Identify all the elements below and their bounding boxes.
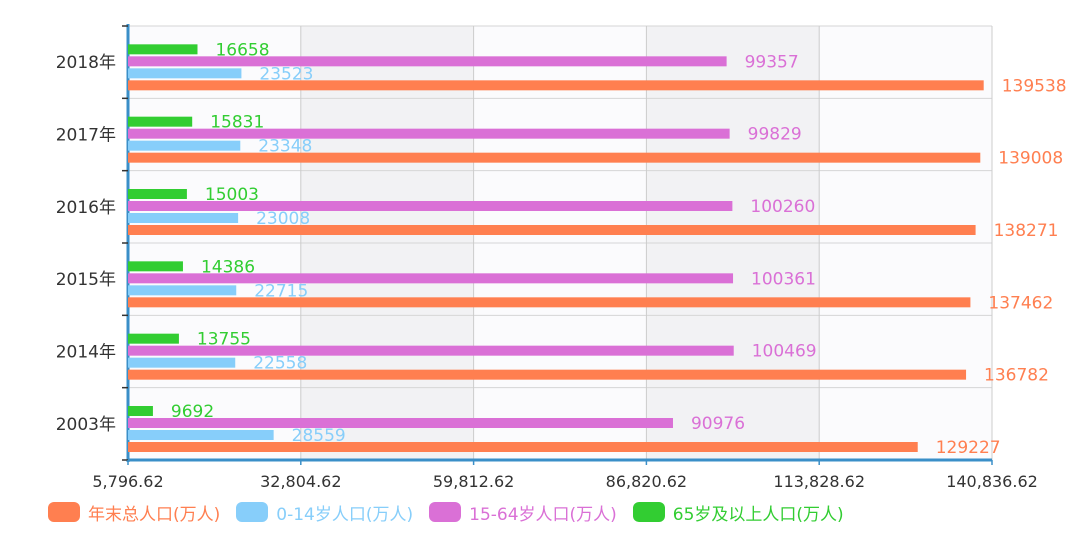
data-label: 13755 — [197, 330, 251, 350]
bar — [128, 357, 236, 368]
y-tick-label: 2016年 — [56, 198, 116, 218]
data-label: 139008 — [998, 149, 1063, 169]
bar — [128, 189, 187, 199]
x-tick-label: 113,828.62 — [773, 472, 865, 491]
legend-swatch — [48, 502, 80, 522]
data-label: 28559 — [292, 426, 346, 446]
bar — [128, 68, 242, 79]
x-tick-label: 5,796.62 — [92, 472, 163, 491]
bar — [128, 152, 981, 163]
bar — [128, 213, 239, 223]
bar — [128, 333, 179, 344]
y-tick-label: 2015年 — [56, 270, 116, 290]
legend-label: 15-64岁人口(万人) — [469, 504, 617, 525]
bar — [128, 261, 183, 272]
bar — [128, 285, 237, 296]
legend-label: 0-14岁人口(万人) — [276, 504, 414, 525]
y-tick-label: 2018年 — [56, 53, 116, 73]
data-label: 99357 — [745, 52, 799, 72]
legend-swatch — [236, 502, 269, 522]
data-label: 99829 — [748, 125, 802, 145]
data-label: 23348 — [258, 137, 312, 157]
data-label: 23523 — [259, 64, 313, 84]
legend-item[interactable]: 65岁及以上人口(万人) — [632, 500, 844, 525]
x-tick-label: 86,820.62 — [606, 472, 687, 491]
data-label: 139538 — [1002, 76, 1067, 96]
legend-swatch — [632, 502, 665, 522]
bar — [128, 442, 918, 452]
data-label: 23008 — [256, 209, 310, 229]
y-tick-label: 2014年 — [56, 343, 116, 363]
bar — [128, 128, 730, 139]
bar — [128, 406, 153, 416]
data-label: 100260 — [750, 197, 815, 217]
bar — [128, 116, 193, 127]
x-tick-label: 32,804.62 — [260, 472, 341, 491]
legend-label: 年末总人口(万人) — [88, 504, 221, 525]
data-label: 129227 — [936, 438, 1001, 458]
bar — [128, 418, 673, 428]
bar — [128, 225, 976, 235]
data-label: 9692 — [171, 402, 214, 422]
bar — [128, 44, 198, 55]
bar — [128, 345, 734, 356]
data-label: 137462 — [988, 293, 1053, 313]
legend: 年末总人口(万人) 0-14岁人口(万人) 15-64岁人口(万人) 65岁及以上人口… — [48, 498, 844, 526]
x-tick-label: 59,812.62 — [433, 472, 514, 491]
legend-item[interactable]: 15-64岁人口(万人) — [429, 500, 617, 525]
data-label: 136782 — [984, 366, 1049, 386]
data-label: 15003 — [205, 185, 259, 205]
bar — [128, 369, 967, 380]
bar — [128, 56, 727, 67]
legend-item[interactable]: 年末总人口(万人) — [48, 500, 220, 525]
legend-item[interactable]: 0-14岁人口(万人) — [236, 500, 413, 525]
legend-swatch — [429, 502, 462, 522]
data-label: 15831 — [210, 113, 264, 133]
data-label: 100469 — [752, 342, 817, 362]
bar — [128, 297, 971, 308]
data-label: 90976 — [691, 414, 745, 434]
bar — [128, 430, 274, 440]
bar — [128, 140, 241, 151]
data-label: 22558 — [253, 354, 307, 374]
bar — [128, 80, 984, 91]
data-label: 14386 — [201, 257, 255, 277]
bar — [128, 273, 734, 284]
y-tick-label: 2017年 — [56, 126, 116, 146]
data-label: 22715 — [254, 281, 308, 301]
bar — [128, 201, 733, 211]
x-tick-label: 140,836.62 — [946, 472, 1038, 491]
data-label: 100361 — [751, 269, 816, 289]
data-label: 16658 — [215, 40, 269, 60]
legend-label: 65岁及以上人口(万人) — [672, 504, 844, 525]
data-label: 138271 — [994, 221, 1059, 241]
y-tick-label: 2003年 — [56, 415, 116, 435]
